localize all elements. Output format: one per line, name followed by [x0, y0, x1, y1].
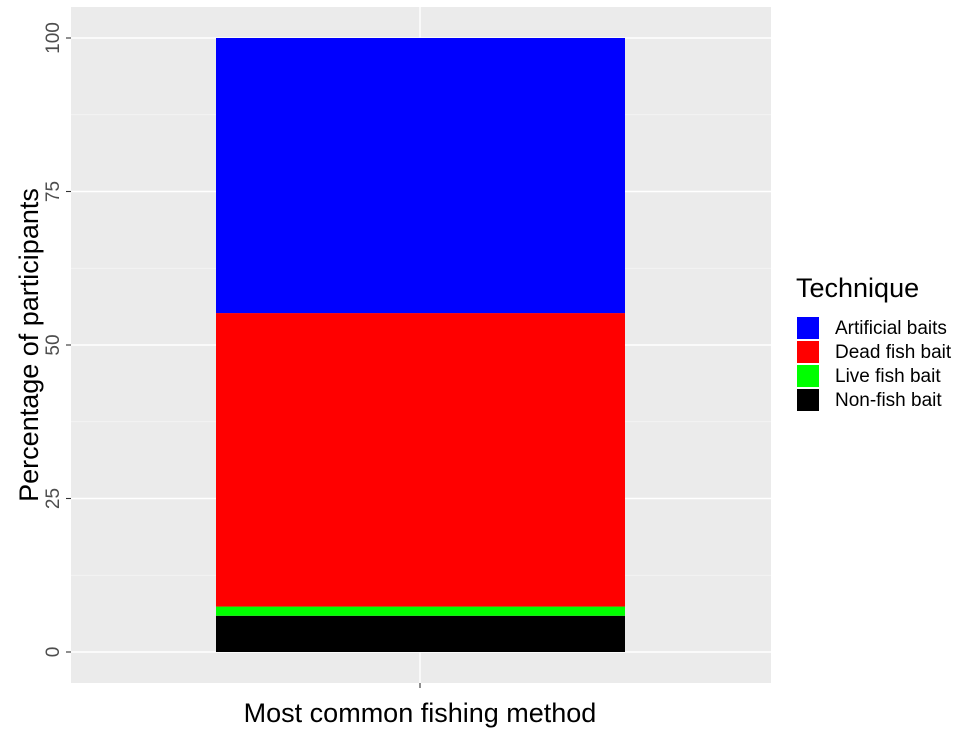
y-axis-title: Percentage of participants	[14, 188, 44, 502]
bar-segment-non-fish-bait	[216, 615, 625, 652]
bar-segment-dead-fish-bait	[216, 313, 625, 607]
legend-key-non-fish-bait	[797, 389, 819, 411]
legend: Technique Artificial baits Dead fish bait…	[796, 273, 952, 411]
bar-segment-artificial-baits	[216, 38, 625, 314]
y-tick-label: 25	[43, 488, 64, 509]
bar-segments	[216, 38, 625, 652]
legend-label-dead-fish-bait: Dead fish bait	[835, 342, 952, 363]
y-tick-label: 100	[43, 22, 64, 54]
legend-title: Technique	[796, 273, 919, 303]
legend-key-dead-fish-bait	[797, 341, 819, 363]
bar-segment-live-fish-bait	[216, 606, 625, 616]
legend-label-artificial-baits: Artificial baits	[835, 318, 947, 339]
legend-key-live-fish-bait	[797, 365, 819, 387]
y-tick-label: 75	[43, 181, 64, 202]
legend-label-live-fish-bait: Live fish bait	[835, 366, 941, 387]
x-axis-title: Most common fishing method	[244, 698, 597, 728]
y-tick-label: 50	[43, 334, 64, 355]
y-tick-label: 0	[43, 647, 64, 658]
legend-label-non-fish-bait: Non-fish bait	[835, 390, 942, 411]
y-axis: 0 25 50 75 100	[43, 22, 71, 657]
legend-key-artificial-baits	[797, 317, 819, 339]
